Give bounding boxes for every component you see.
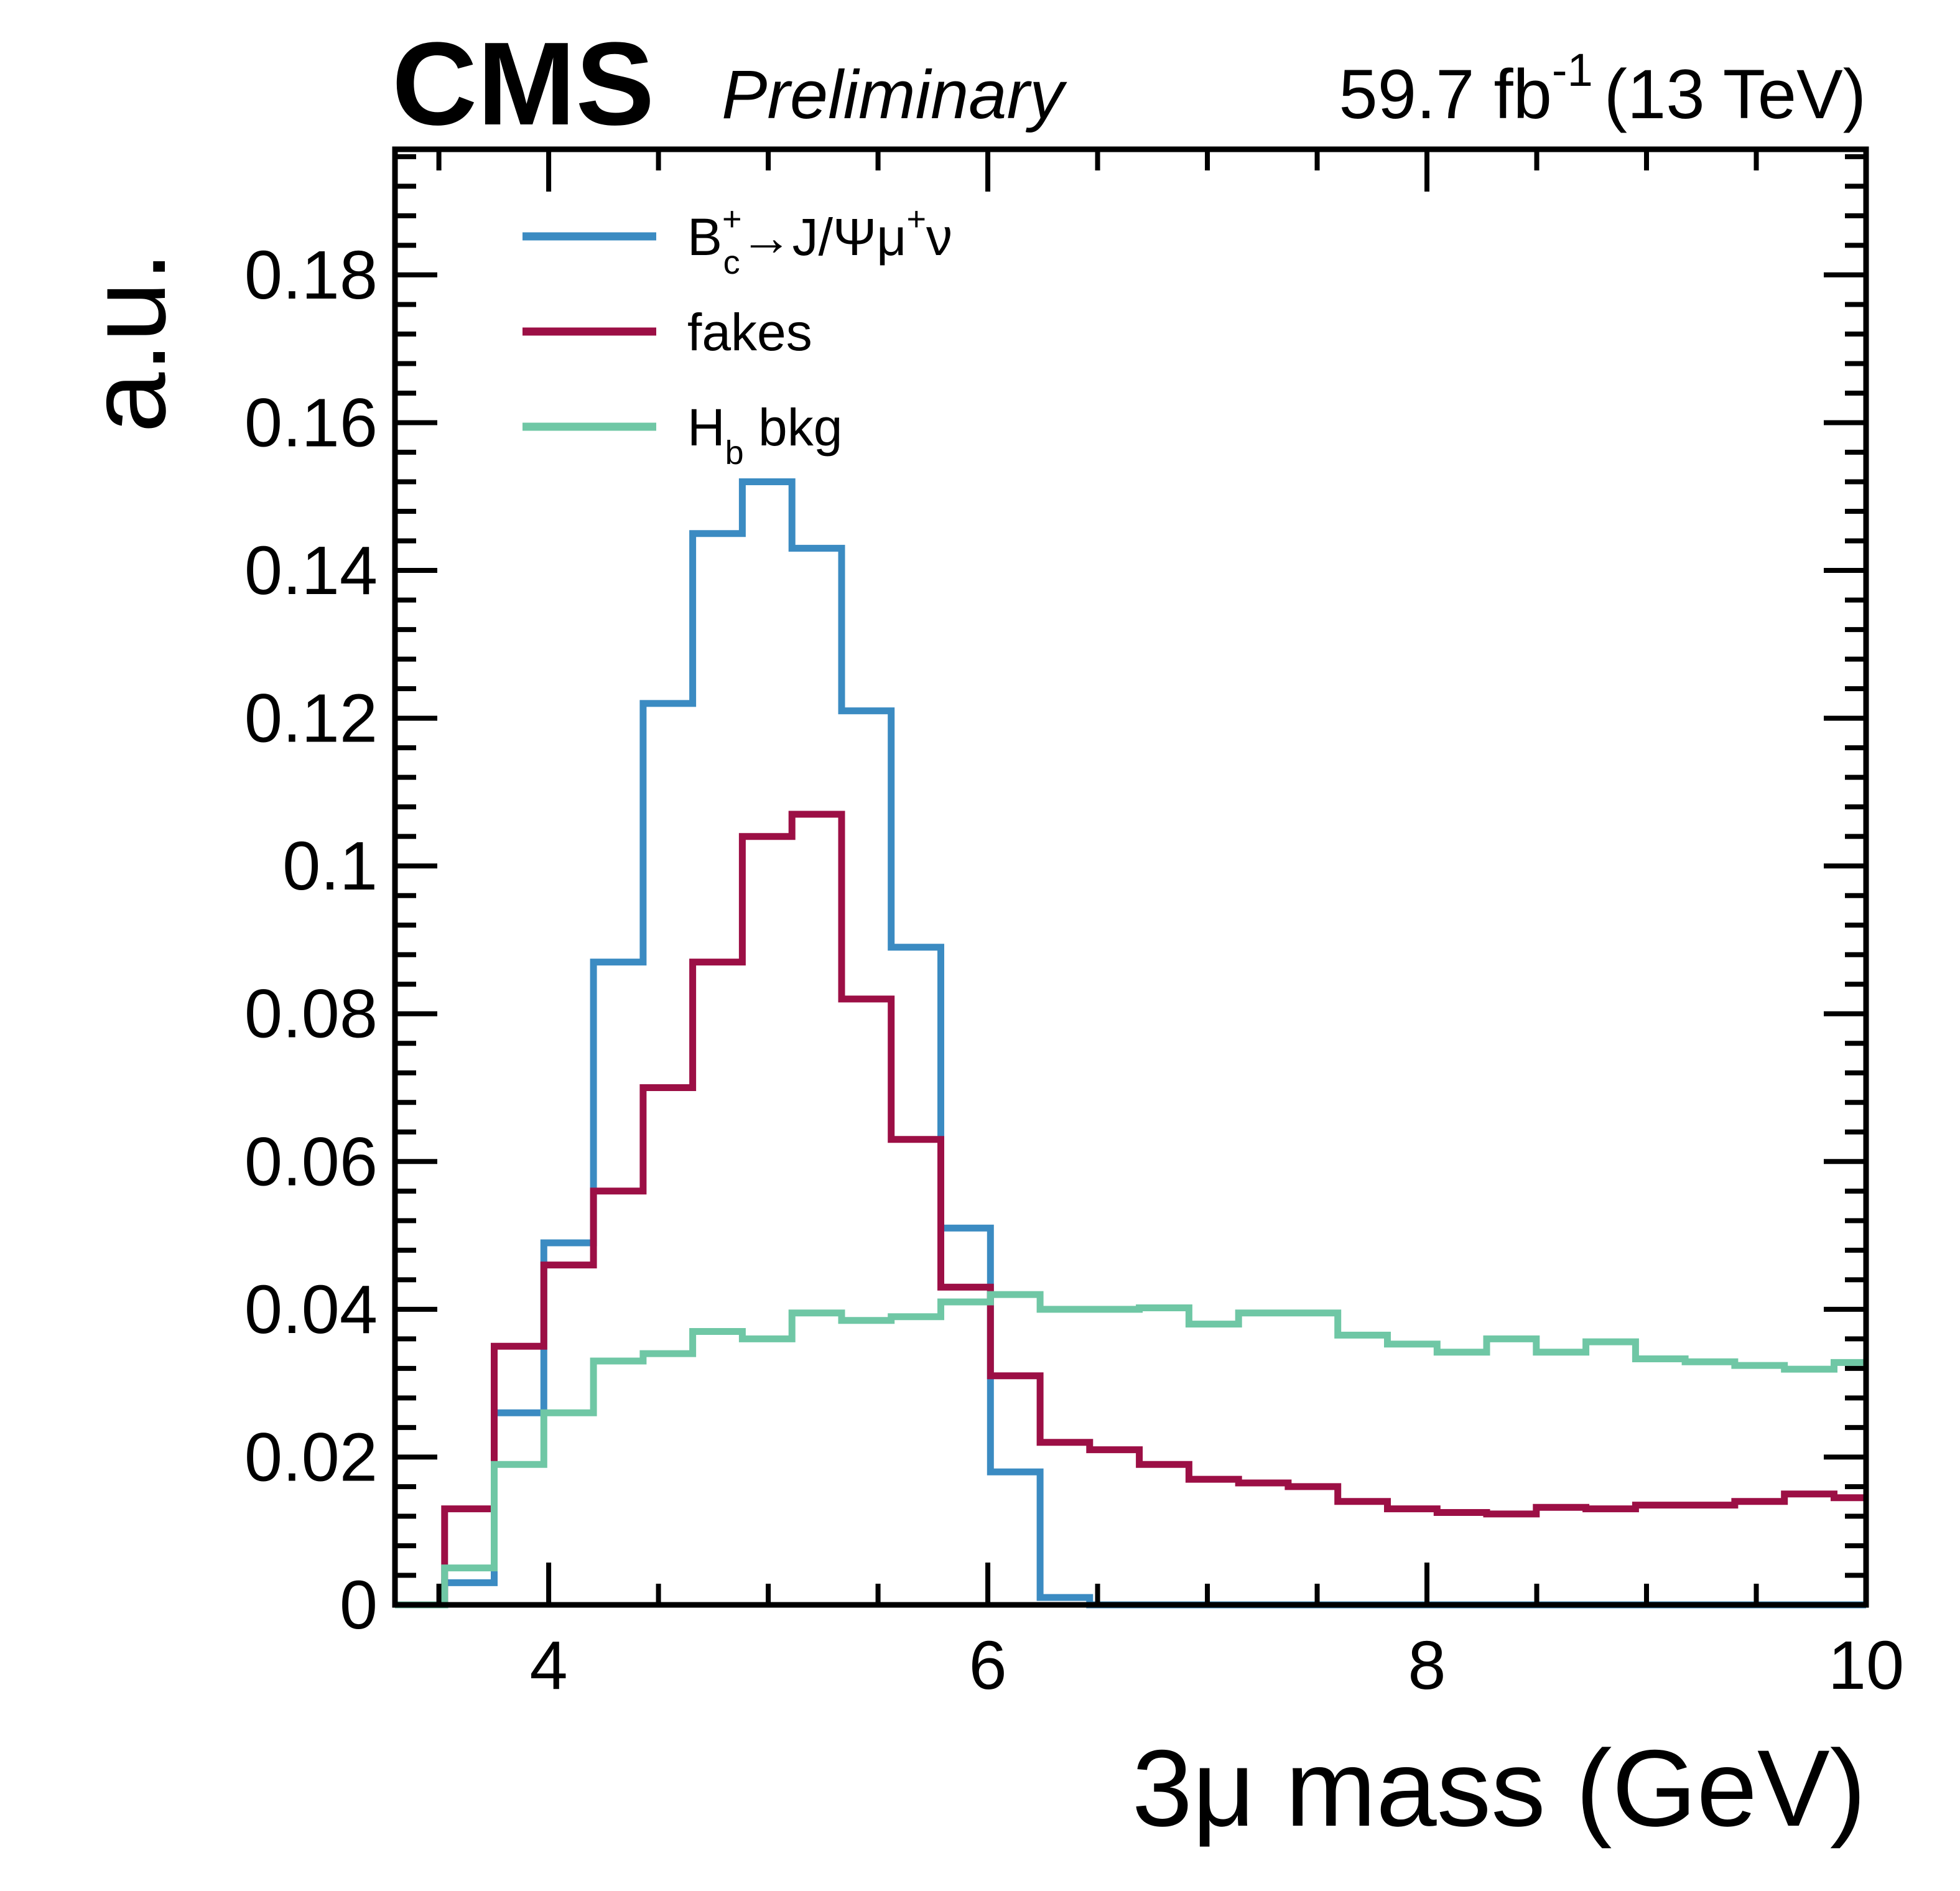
legend-bc-sub: c	[723, 244, 740, 281]
x-tick-label: 6	[968, 1627, 1006, 1704]
series-2-histogram	[395, 1291, 1866, 1609]
x-tick-label: 4	[529, 1627, 567, 1704]
y-tick-label: 0.12	[244, 681, 378, 757]
series-0-histogram	[395, 478, 1866, 1609]
series-layer	[395, 478, 1866, 1609]
y-tick-label: 0.04	[244, 1271, 378, 1348]
cms-label: CMS	[392, 18, 654, 150]
legend-bc-sup: +	[722, 200, 742, 238]
luminosity-value: 59.7 fb	[1339, 55, 1552, 133]
legend: B+ c→J/Ψμ+ν fakes Hb bkg	[523, 200, 952, 472]
legend-bc-tail: ν	[926, 208, 952, 266]
x-tick-label: 10	[1828, 1627, 1904, 1704]
luminosity-label: 59.7 fb-1 (13 TeV)	[1339, 44, 1866, 133]
x-axis-title: 3μ mass (GeV)	[1132, 1728, 1866, 1849]
luminosity-exponent: -1	[1552, 44, 1593, 96]
legend-bc-base: B	[687, 208, 722, 266]
y-tick-label: 0.18	[244, 237, 378, 314]
legend-label-bc: B+ c→J/Ψμ+ν	[687, 200, 952, 281]
preliminary-label: Preliminary	[722, 57, 1067, 133]
y-tick-label: 0.02	[244, 1419, 378, 1495]
plot-area	[392, 146, 1869, 1609]
y-tick-label: 0.16	[244, 384, 378, 461]
series-1-histogram	[395, 811, 1866, 1609]
legend-hb-base: H	[687, 398, 725, 457]
energy-label: (13 TeV)	[1604, 55, 1866, 133]
legend-label-hb: Hb bkg	[687, 398, 843, 472]
y-tick-label: 0	[340, 1567, 378, 1643]
ticks-layer	[395, 149, 1869, 1607]
plot-frame	[392, 146, 1869, 1608]
tick-labels: 0 0.02 0.04 0.06 0.08 0.1 0.12 0.14 0.16 0.18 4 6 8 1…	[244, 237, 1904, 1704]
legend-label-fakes: fakes	[687, 303, 812, 361]
legend-hb-sub: b	[725, 434, 744, 472]
y-axis-title: a.u.	[67, 251, 188, 433]
y-tick-label: 0.06	[244, 1123, 378, 1200]
legend-hb-tail: bkg	[744, 398, 843, 457]
y-tick-label: 0.1	[282, 828, 378, 904]
legend-bc-decay-sup: +	[907, 200, 927, 238]
y-tick-label: 0.14	[244, 532, 378, 609]
x-tick-label: 8	[1408, 1627, 1446, 1704]
legend-bc-decay: →J/Ψμ	[740, 208, 907, 266]
y-tick-label: 0.08	[244, 976, 378, 1052]
